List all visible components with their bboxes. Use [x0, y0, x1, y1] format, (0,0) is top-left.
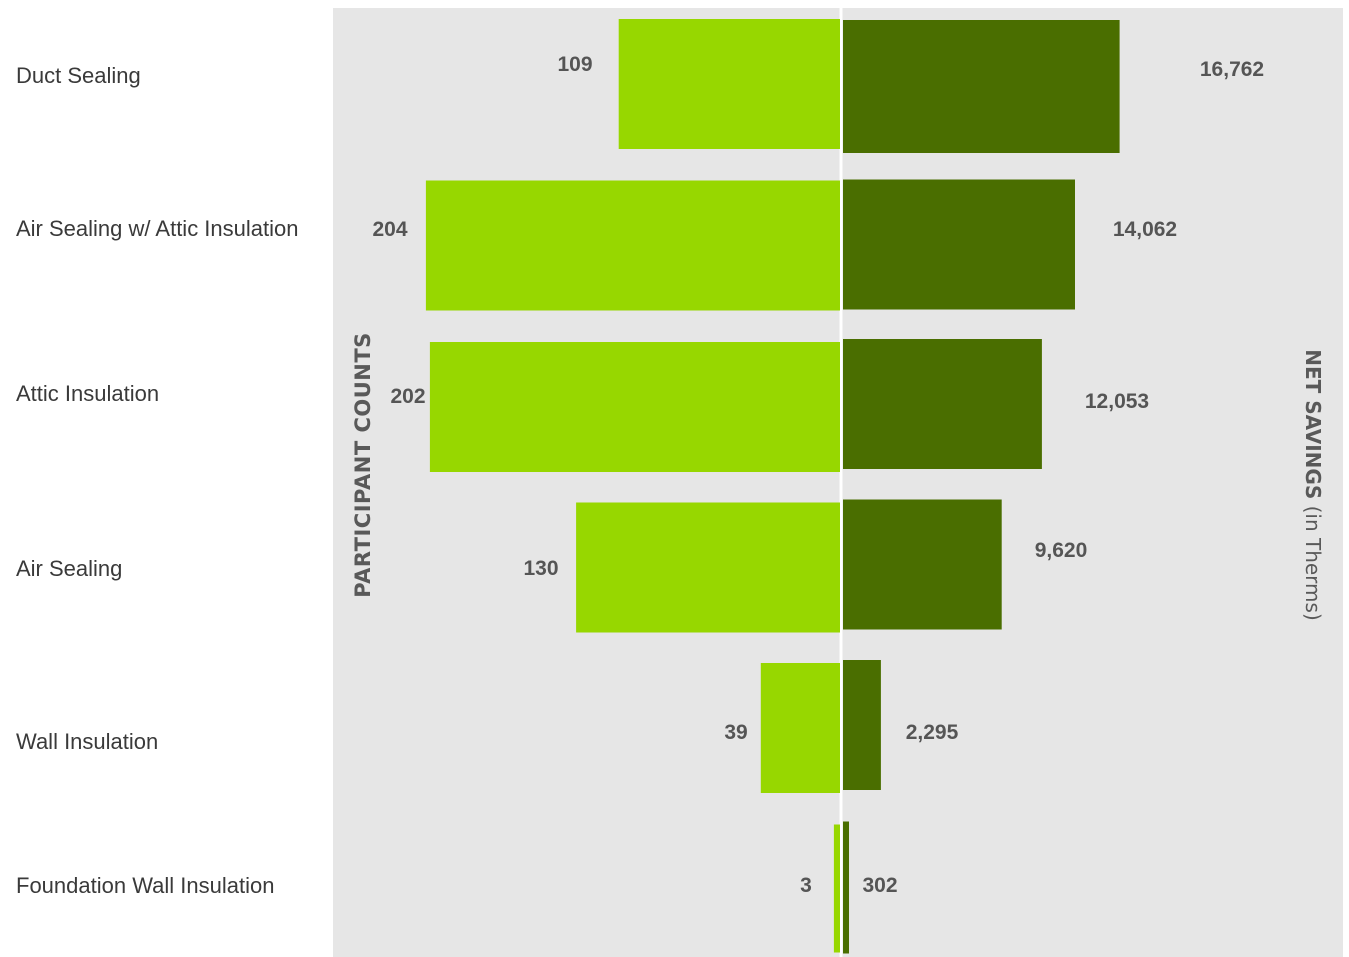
right-axis-title-main: NET SAVINGS	[1301, 349, 1325, 499]
participant-value-label: 204	[372, 218, 407, 241]
participant-value-label: 130	[523, 557, 558, 580]
savings-bars	[843, 20, 1120, 954]
participant-value-label: 109	[557, 53, 592, 76]
savings-bar	[843, 821, 849, 954]
category-label: Attic Insulation	[16, 381, 159, 406]
participant-bar	[425, 180, 840, 311]
participant-bar	[618, 19, 840, 149]
participant-bar	[760, 663, 840, 793]
right-axis-title-unit: (in Therms)	[1301, 499, 1325, 621]
savings-value-label: 2,295	[906, 721, 959, 744]
savings-bar	[843, 20, 1120, 153]
participant-bar	[429, 342, 840, 472]
category-label: Air Sealing	[16, 556, 122, 581]
participant-bar	[833, 824, 840, 953]
savings-bar	[843, 339, 1042, 469]
participant-value-label: 39	[724, 721, 747, 744]
right-axis-title: NET SAVINGS (in Therms)	[1301, 349, 1325, 621]
category-label: Foundation Wall Insulation	[16, 873, 274, 898]
savings-bar	[843, 499, 1002, 630]
savings-bar	[843, 660, 881, 790]
savings-bar	[843, 179, 1075, 310]
plot-background	[333, 8, 1343, 957]
participant-value-label: 3	[800, 874, 812, 897]
value-labels: 109 16,762 204 14,062 202 12,053 130 9,620 39 2,2…	[372, 53, 1264, 897]
savings-value-label: 14,062	[1113, 218, 1177, 241]
category-label: Wall Insulation	[16, 729, 158, 754]
category-label: Air Sealing w/ Attic Insulation	[16, 216, 298, 241]
participant-bar	[576, 502, 840, 633]
participant-bars	[425, 19, 840, 953]
category-labels: Duct Sealing Air Sealing w/ Attic Insulat…	[16, 63, 298, 898]
savings-value-label: 16,762	[1200, 58, 1264, 81]
savings-value-label: 302	[862, 874, 897, 897]
category-label: Duct Sealing	[16, 63, 141, 88]
participant-value-label: 202	[390, 385, 425, 408]
left-axis-title: PARTICIPANT COUNTS	[351, 332, 375, 598]
savings-value-label: 12,053	[1085, 390, 1149, 413]
savings-value-label: 9,620	[1035, 539, 1088, 562]
